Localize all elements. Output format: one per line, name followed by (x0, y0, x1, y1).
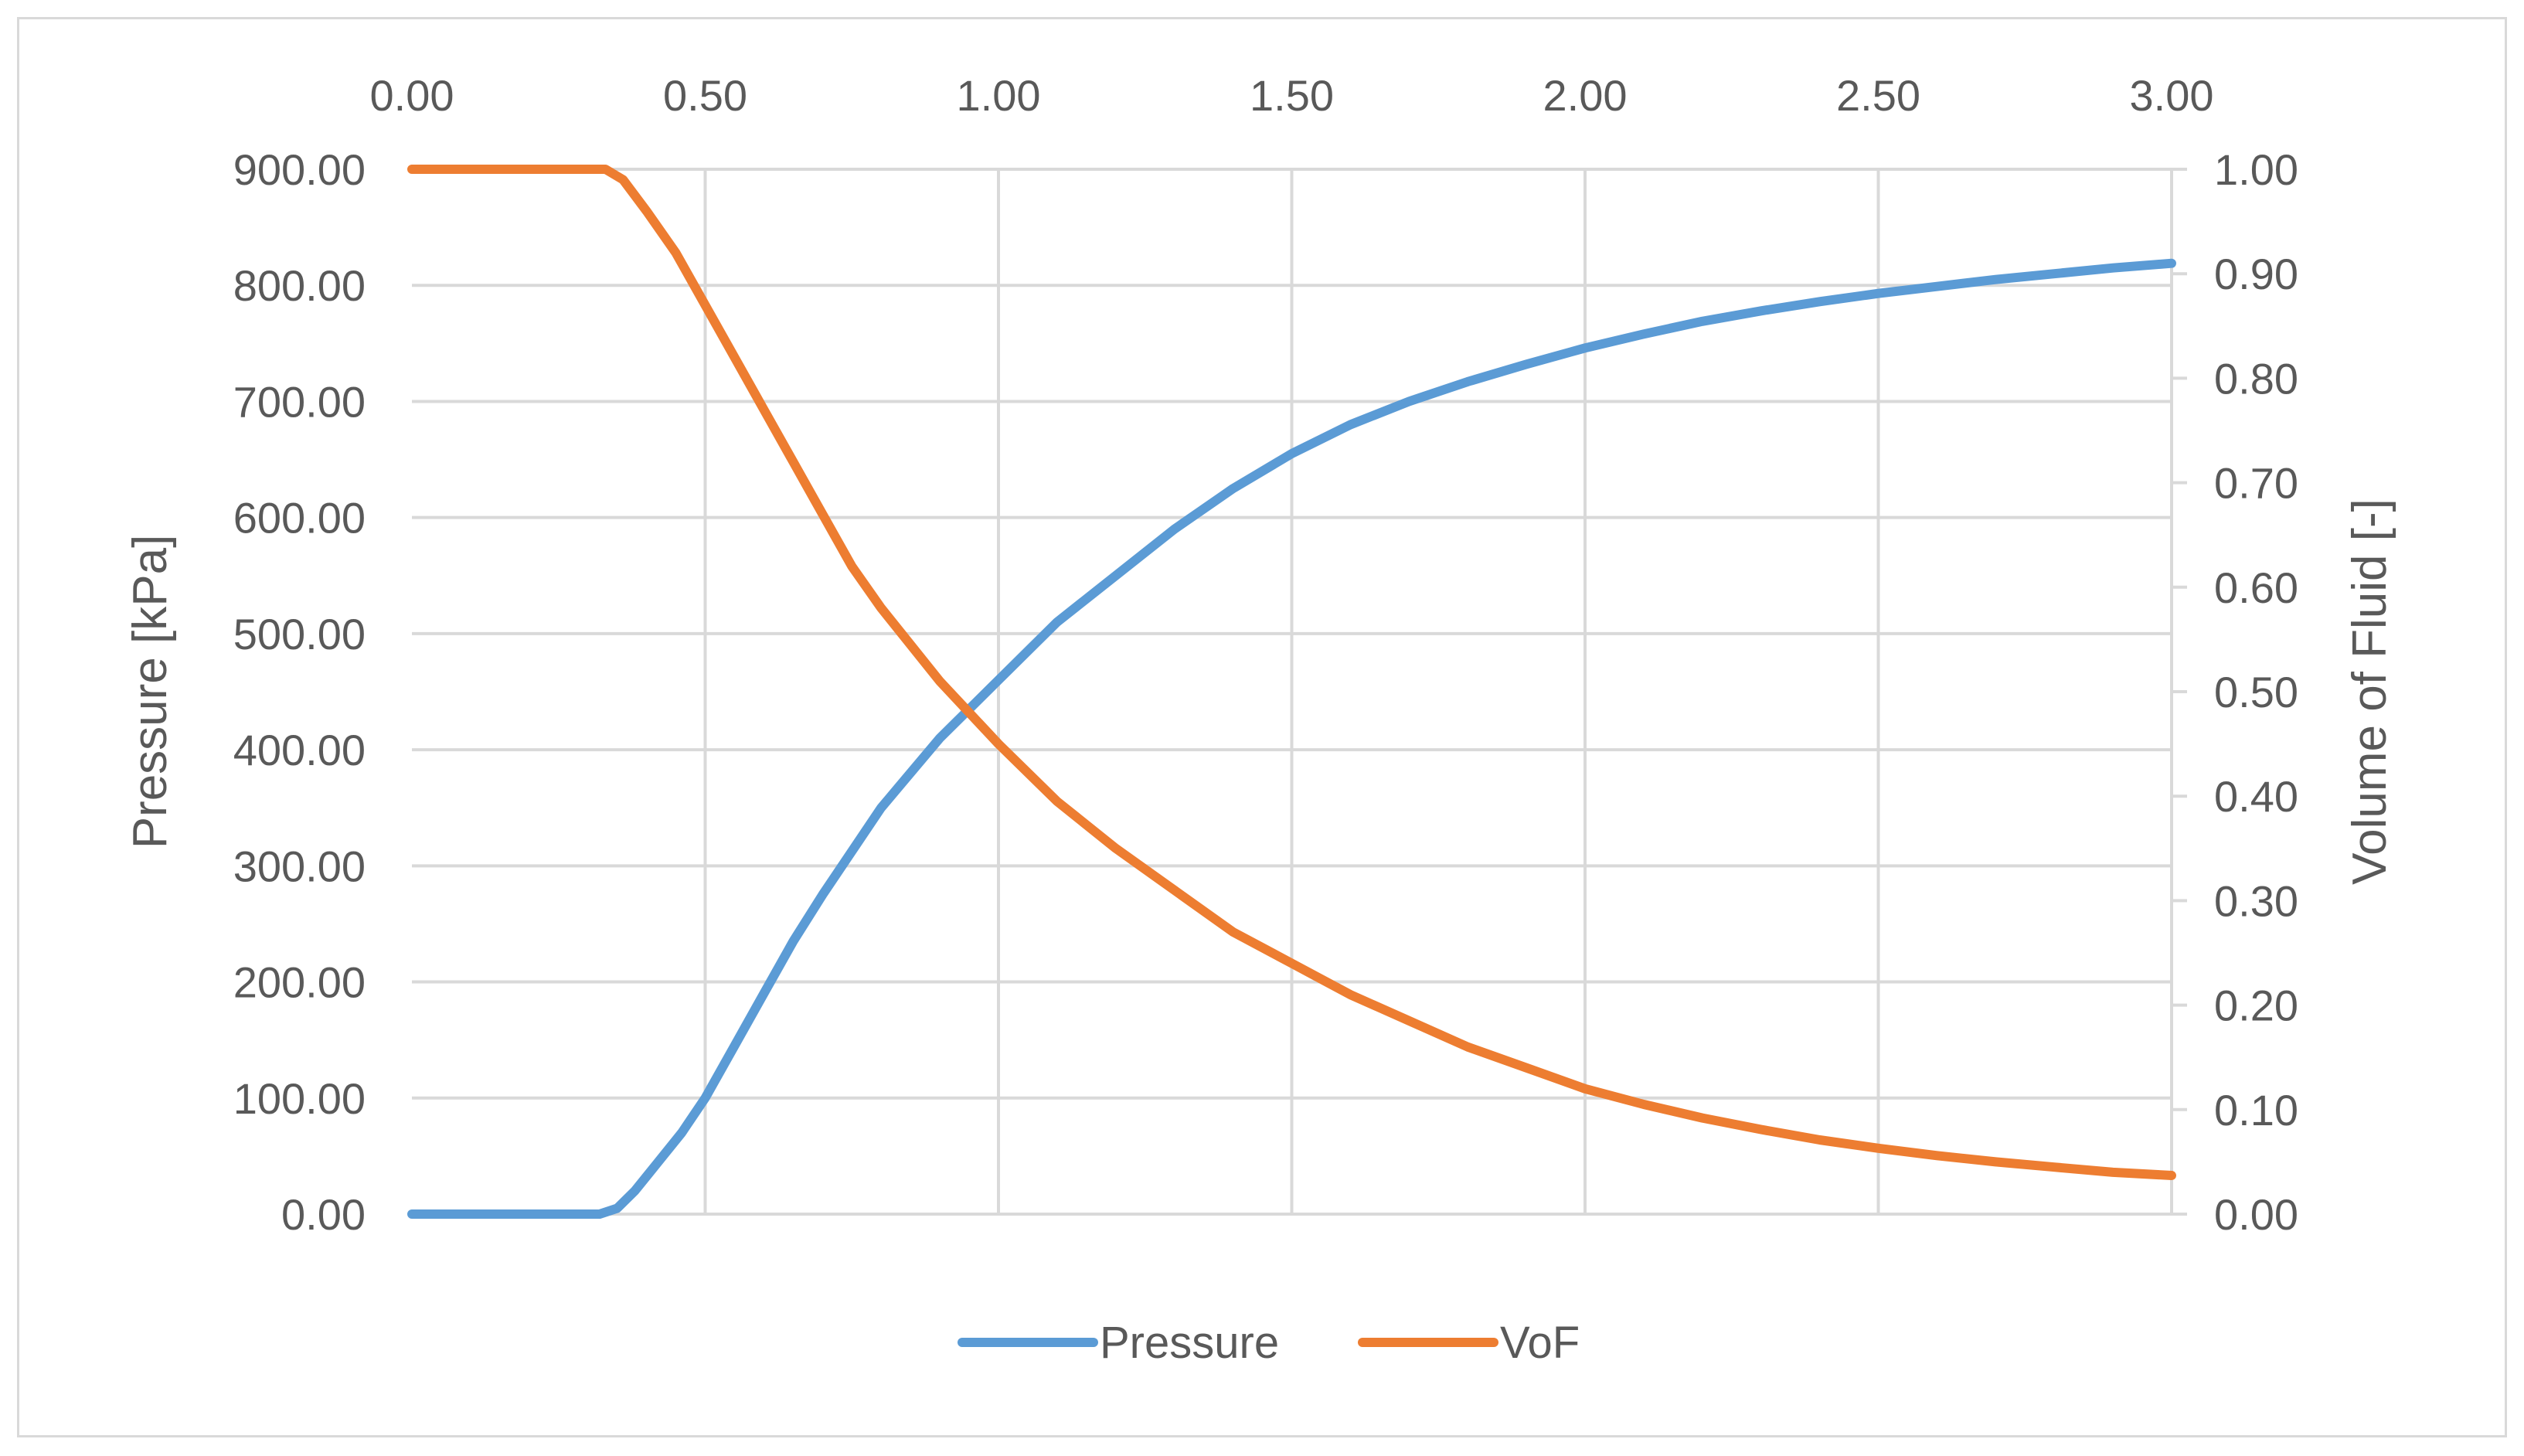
series-lines (407, 165, 2176, 1219)
legend: Pressure VoF (958, 1318, 1580, 1368)
x-tick-label: 2.00 (1543, 71, 1628, 120)
y-tick-label: 100.00 (233, 1074, 366, 1123)
legend-label-pressure: Pressure (1100, 1318, 1279, 1368)
x-tick-label: 0.50 (663, 71, 747, 120)
y2-tick-label: 0.60 (2214, 563, 2298, 612)
y2-tick-label: 1.00 (2214, 145, 2298, 194)
y2-axis-title: Volume of Fluid [-] (2343, 498, 2396, 885)
y-tick-label: 300.00 (233, 842, 366, 890)
y-tick-label: 900.00 (233, 145, 366, 194)
x-tick-label: 2.50 (1836, 71, 1920, 120)
x-tick-label: 3.00 (2130, 71, 2214, 120)
y2-tick-label: 0.30 (2214, 876, 2298, 925)
y2-tick-label: 0.80 (2214, 354, 2298, 403)
x-tick-label: 1.50 (1250, 71, 1334, 120)
y-tick-label: 800.00 (233, 261, 366, 310)
y-tick-label: 400.00 (233, 726, 366, 774)
y-tick-label: 200.00 (233, 958, 366, 1007)
y2-tick-label: 0.20 (2214, 981, 2298, 1030)
y2-tick-label: 0.10 (2214, 1086, 2298, 1135)
y-tick-label: 600.00 (233, 494, 366, 543)
chart-canvas: 0.00 100.00 200.00 300.00 400.00 500.00 600.00… (124, 71, 2396, 1368)
y2-tick-label: 0.90 (2214, 250, 2298, 298)
y-axis-title: Pressure [kPa] (124, 535, 177, 849)
y-tick-label: 500.00 (233, 610, 366, 658)
y-tick-label: 0.00 (281, 1190, 366, 1239)
x-tick-label: 0.00 (370, 71, 454, 120)
x-tick-label: 1.00 (957, 71, 1041, 120)
y-tick-label: 700.00 (233, 377, 366, 426)
y2-tick-label: 0.00 (2214, 1190, 2298, 1239)
series-line-vof (407, 165, 2176, 1180)
gridlines (412, 168, 2172, 1214)
tick-labels: 0.00 100.00 200.00 300.00 400.00 500.00 600.00… (233, 71, 2298, 1239)
axes (412, 168, 2187, 1216)
chart-frame: 0.00 100.00 200.00 300.00 400.00 500.00 600.00… (17, 17, 2507, 1437)
y2-tick-label: 0.40 (2214, 772, 2298, 821)
y2-tick-label: 0.50 (2214, 668, 2298, 716)
series-line-pressure (407, 258, 2176, 1219)
y2-tick-label: 0.70 (2214, 459, 2298, 508)
legend-label-vof: VoF (1500, 1318, 1580, 1368)
